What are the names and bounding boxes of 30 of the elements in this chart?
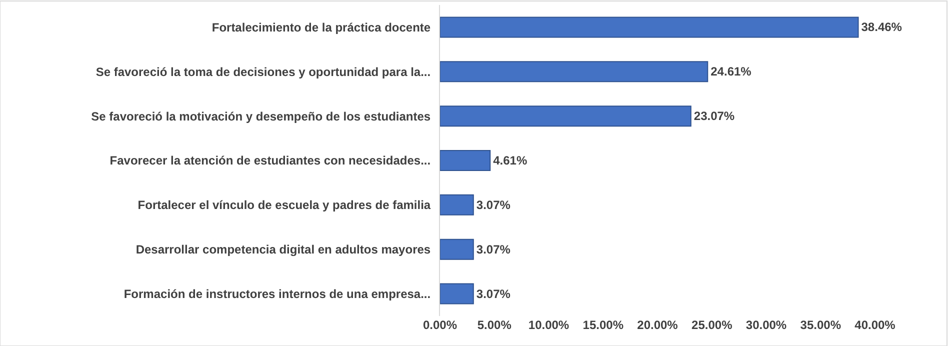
bar bbox=[440, 150, 491, 171]
bar bbox=[440, 106, 692, 127]
data-label: 3.07% bbox=[476, 242, 511, 256]
data-label: 3.07% bbox=[476, 286, 511, 301]
bar bbox=[440, 16, 859, 38]
data-label: 24.61% bbox=[710, 64, 752, 79]
y-tick-label: Favorecer la atención de estudiantes con necesidades... bbox=[110, 154, 431, 168]
y-tick-label: Formación de instructores internos de una empresa... bbox=[124, 286, 431, 301]
x-tick-label: 40.00% bbox=[854, 318, 896, 332]
bar bbox=[440, 61, 708, 82]
y-tick-label: Se favoreció la motivación y desempeño de los estudiantes bbox=[91, 109, 431, 124]
x-tick-label: 20.00% bbox=[637, 318, 678, 332]
x-tick-label: 10.00% bbox=[528, 318, 570, 332]
y-tick-label: Se favoreció la toma de decisiones y oportunidad para la... bbox=[96, 64, 431, 79]
bar bbox=[440, 238, 474, 260]
bar bbox=[440, 194, 474, 216]
y-tick-label: Fortalecimiento de la práctica docente bbox=[212, 20, 431, 34]
x-tick-label: 5.00% bbox=[477, 318, 512, 332]
x-tick-label: 30.00% bbox=[746, 318, 787, 332]
x-tick-label: 15.00% bbox=[582, 318, 624, 332]
data-label: 3.07% bbox=[476, 198, 511, 212]
data-label: 38.46% bbox=[861, 20, 902, 34]
y-tick-label: Desarrollar competencia digital en adultos mayores bbox=[136, 242, 431, 257]
data-label: 23.07% bbox=[694, 109, 735, 124]
bar bbox=[440, 283, 474, 304]
x-tick-label: 35.00% bbox=[800, 318, 842, 332]
x-tick-label: 25.00% bbox=[692, 318, 733, 332]
x-tick-label: 0.00% bbox=[422, 318, 458, 332]
y-tick-label: Fortalecer el vínculo de escuela y padres de familia bbox=[138, 198, 431, 212]
data-label: 4.61% bbox=[493, 154, 528, 168]
